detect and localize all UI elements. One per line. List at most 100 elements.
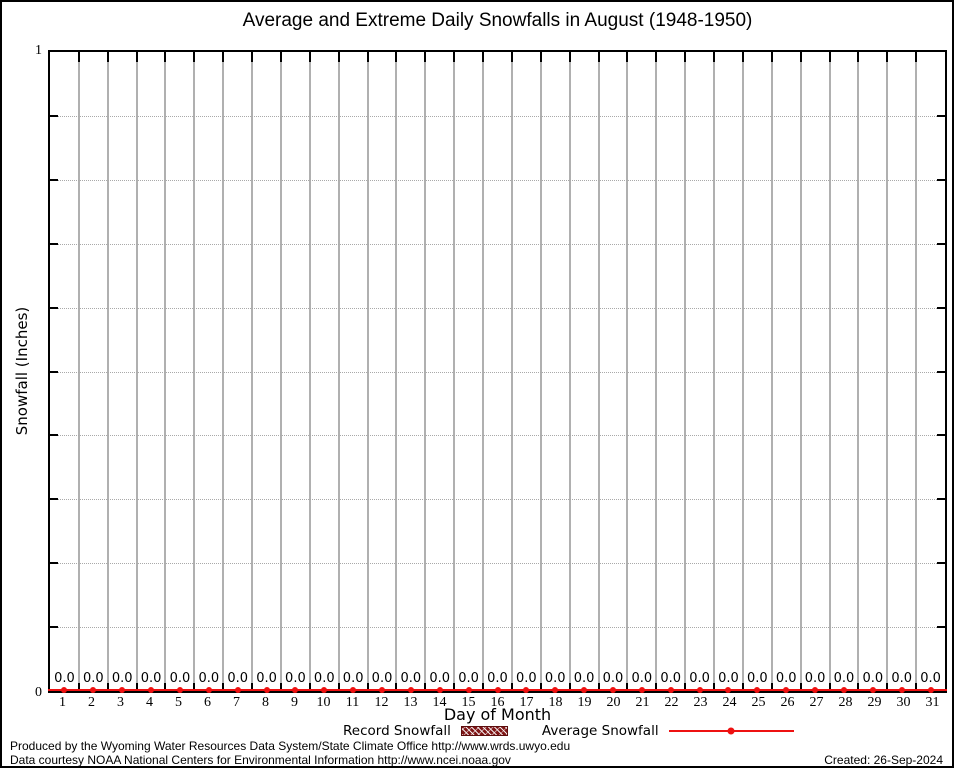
data-point-label: 0.0 (862, 671, 884, 686)
x-tick-label: 10 (316, 695, 331, 710)
data-point-label: 0.0 (804, 671, 826, 686)
y-tick-right (937, 178, 945, 181)
x-tick-label: 9 (291, 695, 298, 710)
x-tick-bottom (713, 683, 716, 691)
x-tick-bottom (915, 683, 918, 691)
y-tick-right (937, 306, 945, 309)
data-point-marker (869, 687, 876, 693)
data-point-label: 0.0 (544, 671, 566, 686)
data-point-marker (754, 687, 761, 693)
x-tick-label: 25 (751, 695, 766, 710)
x-tick-top (77, 52, 80, 62)
data-point-label: 0.0 (602, 671, 624, 686)
data-point-marker (234, 687, 241, 693)
y-tick-left (50, 434, 58, 437)
data-point-label: 0.0 (313, 671, 335, 686)
data-point-marker (494, 687, 501, 693)
data-point-marker (263, 687, 270, 693)
x-tick-top (510, 52, 513, 62)
data-point-label: 0.0 (54, 671, 75, 686)
data-point-marker (609, 687, 616, 693)
footer-data-courtesy: Data courtesy NOAA National Centers for … (10, 753, 511, 767)
legend-record-label: Record Snowfall (343, 723, 451, 739)
data-point-label: 0.0 (891, 671, 913, 686)
x-tick-label: 22 (664, 695, 679, 710)
data-point-label: 0.0 (400, 671, 422, 686)
data-point-marker (667, 687, 674, 693)
y-tick-right (937, 626, 945, 629)
x-tick-bottom (655, 683, 658, 691)
x-tick-label: 12 (374, 695, 389, 710)
x-tick-label: 18 (548, 695, 563, 710)
x-axis-tick-labels: 1 2 3 4 5 6 7 8 9 10 11 12 13 14 15 16 17 18 19 20 21 22 23 24 2… (48, 695, 947, 711)
x-tick-bottom (741, 683, 744, 691)
legend-average-label: Average Snowfall (541, 723, 659, 739)
x-tick-bottom (568, 683, 571, 691)
data-point-label: 0.0 (631, 671, 653, 686)
data-point-label: 0.0 (775, 671, 797, 686)
x-tick-label: 6 (204, 695, 211, 710)
legend-average-swatch-line (668, 727, 794, 735)
y-tick-left (50, 626, 58, 629)
y-tick-left (50, 306, 58, 309)
data-point-label: 0.0 (746, 671, 768, 686)
x-tick-top (482, 52, 485, 62)
y-tick-right (937, 370, 945, 373)
data-point-marker (638, 687, 645, 693)
x-tick-label: 30 (896, 695, 911, 710)
x-tick-bottom (366, 683, 369, 691)
data-point-label: 0.0 (660, 671, 682, 686)
x-tick-label: 20 (606, 695, 621, 710)
x-tick-bottom (222, 683, 225, 691)
x-tick-bottom (857, 683, 860, 691)
footer-produced-by: Produced by the Wyoming Water Resources … (10, 739, 571, 753)
data-point-label: 0.0 (227, 671, 248, 686)
x-tick-bottom (164, 683, 167, 691)
x-tick-label: 1 (59, 695, 66, 710)
footer-created-date: Created: 26-Sep-2024 (824, 753, 943, 767)
x-tick-bottom (424, 683, 427, 691)
x-tick-bottom (77, 683, 80, 691)
data-point-marker (321, 687, 328, 693)
x-tick-bottom (279, 683, 282, 691)
data-point-marker (436, 687, 443, 693)
x-tick-top (684, 52, 687, 62)
x-tick-label: 17 (519, 695, 534, 710)
x-tick-label: 19 (577, 695, 592, 710)
x-tick-bottom (626, 683, 629, 691)
data-point-label: 0.0 (140, 671, 162, 686)
y-tick-right (937, 498, 945, 501)
x-tick-top (308, 52, 311, 62)
grid-line-horizontal (50, 179, 945, 181)
x-tick-top (770, 52, 773, 62)
x-tick-top (337, 52, 340, 62)
x-tick-top (799, 52, 802, 62)
x-tick-label: 26 (780, 695, 795, 710)
data-point-marker (176, 687, 183, 693)
x-tick-top (597, 52, 600, 62)
x-tick-label: 11 (345, 695, 360, 710)
grid-line-horizontal (50, 243, 945, 245)
legend: Record Snowfall Average Snowfall (343, 722, 794, 740)
x-tick-bottom (510, 683, 513, 691)
x-tick-label: 4 (146, 695, 153, 710)
x-tick-bottom (799, 683, 802, 691)
data-point-label: 0.0 (342, 671, 364, 686)
x-tick-top (655, 52, 658, 62)
data-point-label: 0.0 (689, 671, 710, 686)
x-tick-bottom (597, 683, 600, 691)
data-point-marker (407, 687, 414, 693)
x-tick-label: 21 (635, 695, 650, 710)
y-tick-right (937, 242, 945, 245)
y-tick-label-max: 1 (35, 43, 42, 58)
data-point-label: 0.0 (833, 671, 855, 686)
x-tick-top (886, 52, 889, 62)
grid-line-horizontal (50, 563, 945, 565)
x-tick-label: 16 (490, 695, 505, 710)
x-tick-top (713, 52, 716, 62)
grid-line-horizontal (50, 115, 945, 117)
data-point-label: 0.0 (487, 671, 508, 686)
y-tick-right (937, 114, 945, 117)
x-tick-top (568, 52, 571, 62)
